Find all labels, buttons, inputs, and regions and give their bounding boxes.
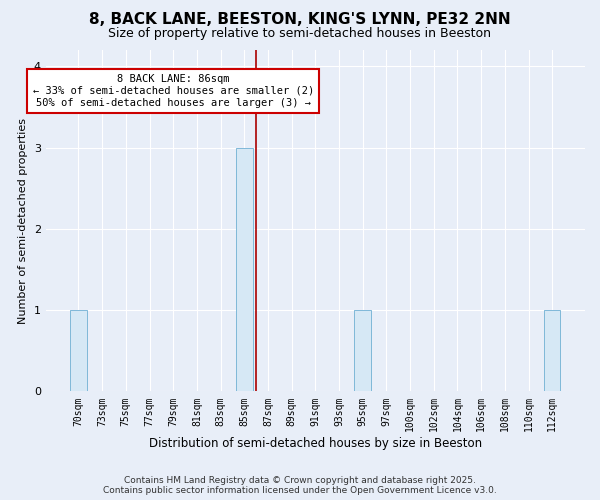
Bar bbox=[544, 310, 560, 392]
X-axis label: Distribution of semi-detached houses by size in Beeston: Distribution of semi-detached houses by … bbox=[149, 437, 482, 450]
Bar bbox=[70, 310, 87, 392]
Bar bbox=[355, 310, 371, 392]
Text: 8, BACK LANE, BEESTON, KING'S LYNN, PE32 2NN: 8, BACK LANE, BEESTON, KING'S LYNN, PE32… bbox=[89, 12, 511, 28]
Bar bbox=[236, 148, 253, 392]
Y-axis label: Number of semi-detached properties: Number of semi-detached properties bbox=[18, 118, 28, 324]
Text: 8 BACK LANE: 86sqm
← 33% of semi-detached houses are smaller (2)
50% of semi-det: 8 BACK LANE: 86sqm ← 33% of semi-detache… bbox=[32, 74, 314, 108]
Text: Size of property relative to semi-detached houses in Beeston: Size of property relative to semi-detach… bbox=[109, 28, 491, 40]
Text: Contains HM Land Registry data © Crown copyright and database right 2025.
Contai: Contains HM Land Registry data © Crown c… bbox=[103, 476, 497, 495]
